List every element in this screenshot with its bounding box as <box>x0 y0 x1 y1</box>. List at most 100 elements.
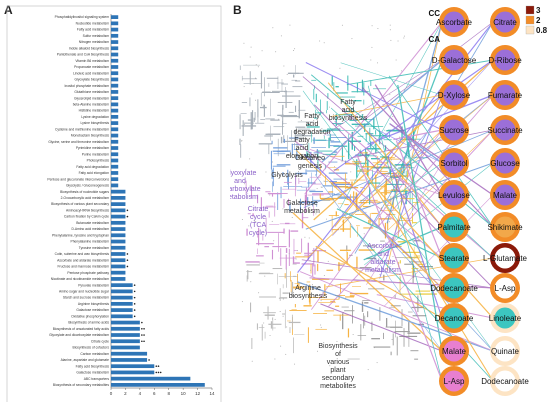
category-label: Nucleotide metabolism <box>76 21 110 25</box>
network-node-dot <box>363 233 365 235</box>
node-core <box>494 277 516 299</box>
network-node-dot <box>255 77 257 79</box>
metabolite-node: Quinate <box>490 336 520 366</box>
node-label: Dodecanoate <box>430 284 478 293</box>
network-node-dot <box>377 27 379 29</box>
bar <box>111 376 191 381</box>
metabolite-node: Fumarate <box>488 80 523 110</box>
category-label: Photosynthesis <box>87 159 110 163</box>
network-node-dot <box>336 340 338 342</box>
significance-star <box>126 253 129 255</box>
metabolite-node: D-Galactose <box>432 45 477 75</box>
significance-star <box>133 284 136 286</box>
legend-label: 2 <box>536 16 541 25</box>
metabolite-node: D-Ribose <box>488 45 522 75</box>
network-node-dot <box>282 298 284 300</box>
network-node-dot <box>257 66 259 68</box>
bar <box>111 171 119 175</box>
network-node-dot <box>271 220 273 222</box>
category-label: Biosynthesis of cofactors <box>73 346 110 350</box>
legend-swatch <box>525 25 535 35</box>
panel-b-letter: B <box>233 3 242 17</box>
region-label-fatty-acid-elongation: Fatty acid elongation <box>286 137 318 160</box>
bar <box>111 58 119 63</box>
node-core <box>494 370 516 392</box>
metabolite-link <box>393 171 443 228</box>
node-core <box>494 11 516 33</box>
metabolite-link <box>350 225 494 382</box>
node-label: Stearate <box>439 254 470 263</box>
metabolite-node: Sucrose <box>439 115 469 145</box>
node-core <box>443 216 465 238</box>
network-node-dot <box>315 213 317 215</box>
metabolite-link <box>383 194 494 307</box>
category-label: Phenylalanine metabolism <box>71 240 110 244</box>
bar <box>111 121 119 125</box>
metabolite-link <box>320 303 443 352</box>
node-label: Linoleate <box>489 314 522 323</box>
category-label: Fatty acid degradation <box>76 165 109 169</box>
node-label: D-Galactose <box>432 56 477 65</box>
network-node-dot <box>269 194 271 196</box>
network-node-dot <box>388 221 390 223</box>
network-node-dot <box>289 152 291 154</box>
metabolite-node: Glucose <box>490 148 520 178</box>
node-label: Ascorbate <box>436 18 473 27</box>
bar <box>111 351 148 356</box>
network-node-dot <box>390 159 392 161</box>
network-node-dot <box>274 358 276 360</box>
bar <box>111 220 126 225</box>
bar <box>111 164 119 169</box>
category-label: Carbon metabolism <box>80 352 109 356</box>
network-node-dot <box>305 139 307 141</box>
network-node-dot <box>289 154 291 156</box>
metabolite-link <box>365 172 494 382</box>
network-node-dot <box>300 120 302 122</box>
node-core <box>494 247 516 269</box>
bar <box>111 308 133 312</box>
network-node-dot <box>308 237 310 239</box>
bar <box>111 114 119 119</box>
bar <box>111 21 119 26</box>
network-node-dot <box>250 46 252 48</box>
metabolite-node: L-Asp <box>439 366 469 396</box>
node-core <box>443 11 465 33</box>
category-label: Biosynthesis of various plant secondary <box>51 202 109 206</box>
node-core <box>494 307 516 329</box>
category-label: Biosynthesis of secondary metabolites <box>53 383 109 387</box>
network-node-dot <box>243 183 245 185</box>
network-node-dot <box>329 365 331 367</box>
network-node-dot <box>365 211 367 213</box>
category-label: Cutin, suberine and wax biosynthesis <box>55 252 110 256</box>
network-node-dot <box>341 24 343 26</box>
node-core <box>443 307 465 329</box>
bar <box>111 102 119 107</box>
x-tick-label: 2 <box>124 391 127 396</box>
node-core <box>443 340 465 362</box>
network-node-dot <box>392 263 394 265</box>
network-node-dot <box>383 190 385 192</box>
network-segments <box>239 24 437 371</box>
metabolite-node: Malate <box>439 336 469 366</box>
category-label: Linoleic acid metabolism <box>73 71 109 75</box>
significance-star <box>157 371 160 374</box>
network-node-dot <box>399 136 401 138</box>
node-core <box>494 49 516 71</box>
network-node-dot <box>258 292 260 294</box>
node-core <box>443 184 465 206</box>
network-node-dot <box>248 225 250 227</box>
network-node-dot <box>304 236 306 238</box>
metabolite-node: Sorbitol <box>439 148 469 178</box>
node-label: Quinate <box>491 347 520 356</box>
metabolite-node: Dodecanoate <box>430 273 478 303</box>
category-label: Nitrogen metabolism <box>79 40 109 44</box>
category-label: Lysine biosynthesis <box>81 121 110 125</box>
node-core <box>443 277 465 299</box>
category-label: Galactose metabolism <box>76 308 109 312</box>
network-node-dot <box>370 59 372 61</box>
region-label-fatty-acid-biosynthesis: Fatty acid biosynthesis <box>329 99 368 122</box>
network-node-dot <box>275 51 277 53</box>
category-label: Pentose phosphate pathway <box>67 271 109 275</box>
metabolite-link <box>374 84 443 196</box>
bar <box>111 108 119 113</box>
